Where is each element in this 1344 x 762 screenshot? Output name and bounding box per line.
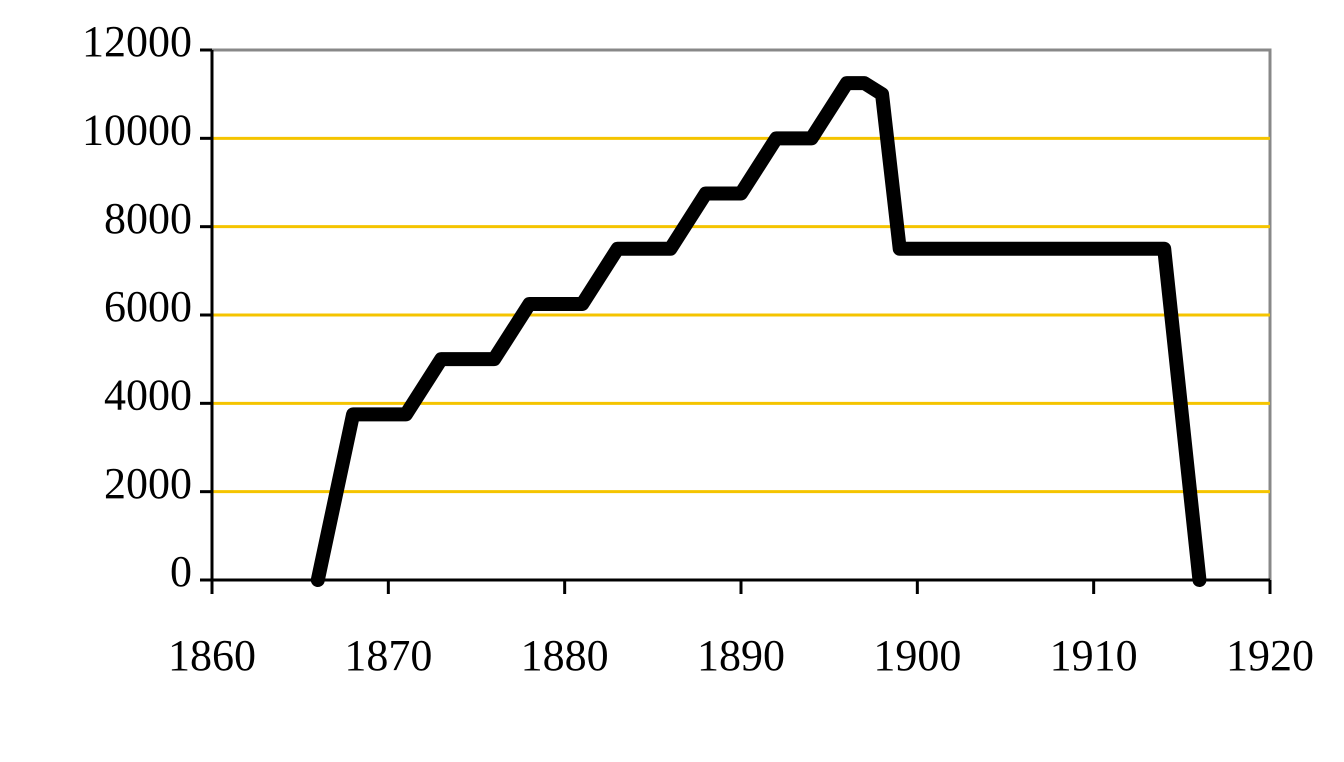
- y-tick-label: 8000: [104, 194, 192, 243]
- x-tick-label: 1870: [344, 631, 432, 680]
- y-tick-label: 0: [170, 547, 192, 596]
- y-tick-label: 10000: [82, 105, 192, 154]
- x-tick-label: 1860: [168, 631, 256, 680]
- y-tick-label: 4000: [104, 370, 192, 419]
- data-line: [310, 76, 1207, 587]
- x-tick-label: 1910: [1050, 631, 1138, 680]
- x-tick-label: 1920: [1226, 631, 1314, 680]
- y-tick-label: 6000: [104, 282, 192, 331]
- y-tick-label: 12000: [82, 17, 192, 66]
- x-tick-label: 1900: [873, 631, 961, 680]
- x-tick-label: 1880: [521, 631, 609, 680]
- x-tick-label: 1890: [697, 631, 785, 680]
- y-tick-label: 2000: [104, 459, 192, 508]
